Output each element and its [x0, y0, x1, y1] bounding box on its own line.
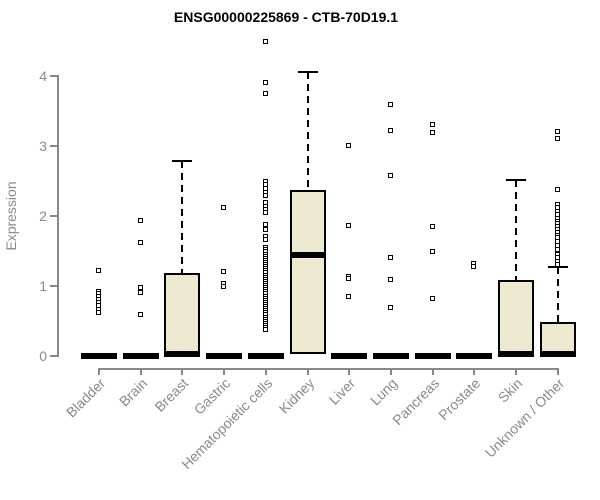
outlier-point	[221, 283, 227, 289]
x-tick-mark	[348, 368, 351, 375]
outlier-point	[554, 136, 560, 141]
outlier-point	[262, 236, 268, 242]
median-line	[289, 252, 326, 259]
outlier-point	[262, 327, 268, 333]
outlier-point	[96, 268, 101, 274]
y-tick-label: 1	[39, 278, 47, 294]
median-line	[206, 353, 243, 359]
box-rect	[289, 190, 326, 354]
outlier-point	[346, 222, 352, 228]
outlier-point	[221, 205, 227, 211]
outlier-point	[429, 248, 435, 254]
whisker-line	[181, 161, 184, 274]
median-line	[331, 353, 368, 359]
median-line	[122, 353, 159, 359]
x-tick-mark	[98, 368, 100, 375]
outlier-point	[346, 143, 352, 148]
y-tick-mark	[50, 355, 57, 357]
median-line	[498, 350, 535, 357]
outlier-point	[429, 122, 435, 127]
whisker-cap	[506, 179, 527, 182]
x-tick-mark	[223, 368, 226, 375]
outlier-point	[262, 227, 268, 232]
y-axis-line	[57, 75, 59, 357]
x-tick-mark	[473, 368, 476, 375]
outlier-point	[388, 101, 394, 107]
outlier-point	[262, 210, 268, 216]
whisker-line	[556, 267, 559, 322]
box-rect	[164, 273, 201, 356]
median-line	[373, 353, 410, 359]
outlier-point	[554, 262, 560, 267]
y-tick-label: 0	[39, 348, 47, 364]
outlier-point	[388, 276, 394, 282]
y-tick-mark	[50, 75, 57, 77]
outlier-point	[96, 310, 101, 316]
outlier-point	[137, 240, 143, 246]
outlier-point	[137, 285, 143, 291]
outlier-point	[388, 127, 394, 133]
outlier-point	[429, 130, 435, 136]
y-tick-label: 3	[39, 138, 47, 154]
x-tick-mark	[181, 368, 184, 375]
y-tick-mark	[50, 285, 57, 287]
x-axis-line	[98, 368, 559, 370]
box-rect	[498, 279, 535, 356]
outlier-point	[137, 290, 143, 295]
x-tick-mark	[431, 368, 434, 375]
outlier-point	[137, 312, 143, 318]
outlier-point	[137, 217, 143, 223]
outlier-point	[346, 293, 352, 299]
outlier-point	[471, 264, 477, 270]
outlier-point	[221, 269, 227, 274]
outlier-point	[554, 129, 560, 134]
outlier-point	[388, 305, 394, 311]
x-tick-mark	[306, 368, 309, 375]
outlier-point	[262, 90, 268, 96]
median-line	[247, 353, 284, 359]
whisker-cap	[547, 266, 568, 269]
x-tick-mark	[556, 368, 559, 375]
x-tick-mark	[139, 368, 142, 375]
outlier-point	[262, 192, 268, 198]
whisker-line	[306, 71, 309, 191]
outlier-point	[388, 173, 394, 179]
outlier-point	[388, 255, 394, 260]
whisker-line	[515, 180, 518, 280]
y-tick-label: 4	[39, 68, 47, 84]
median-line	[456, 353, 493, 359]
outlier-point	[262, 80, 268, 85]
median-line	[539, 350, 576, 357]
outlier-point	[262, 39, 268, 45]
whisker-cap	[172, 160, 193, 163]
y-tick-label: 2	[39, 208, 47, 224]
outlier-point	[429, 296, 435, 302]
x-tick-mark	[515, 368, 518, 375]
y-tick-mark	[50, 145, 57, 147]
x-tick-mark	[390, 368, 393, 375]
median-line	[414, 353, 451, 359]
chart-title: ENSG00000225869 - CTB-70D19.1	[173, 9, 399, 25]
outlier-point	[262, 222, 268, 228]
x-tick-mark	[264, 368, 267, 375]
outlier-point	[429, 224, 435, 230]
median-line	[81, 353, 117, 359]
y-tick-mark	[50, 215, 57, 217]
median-line	[164, 350, 201, 357]
whisker-cap	[297, 70, 318, 73]
outlier-point	[554, 187, 560, 193]
outlier-point	[346, 276, 352, 281]
